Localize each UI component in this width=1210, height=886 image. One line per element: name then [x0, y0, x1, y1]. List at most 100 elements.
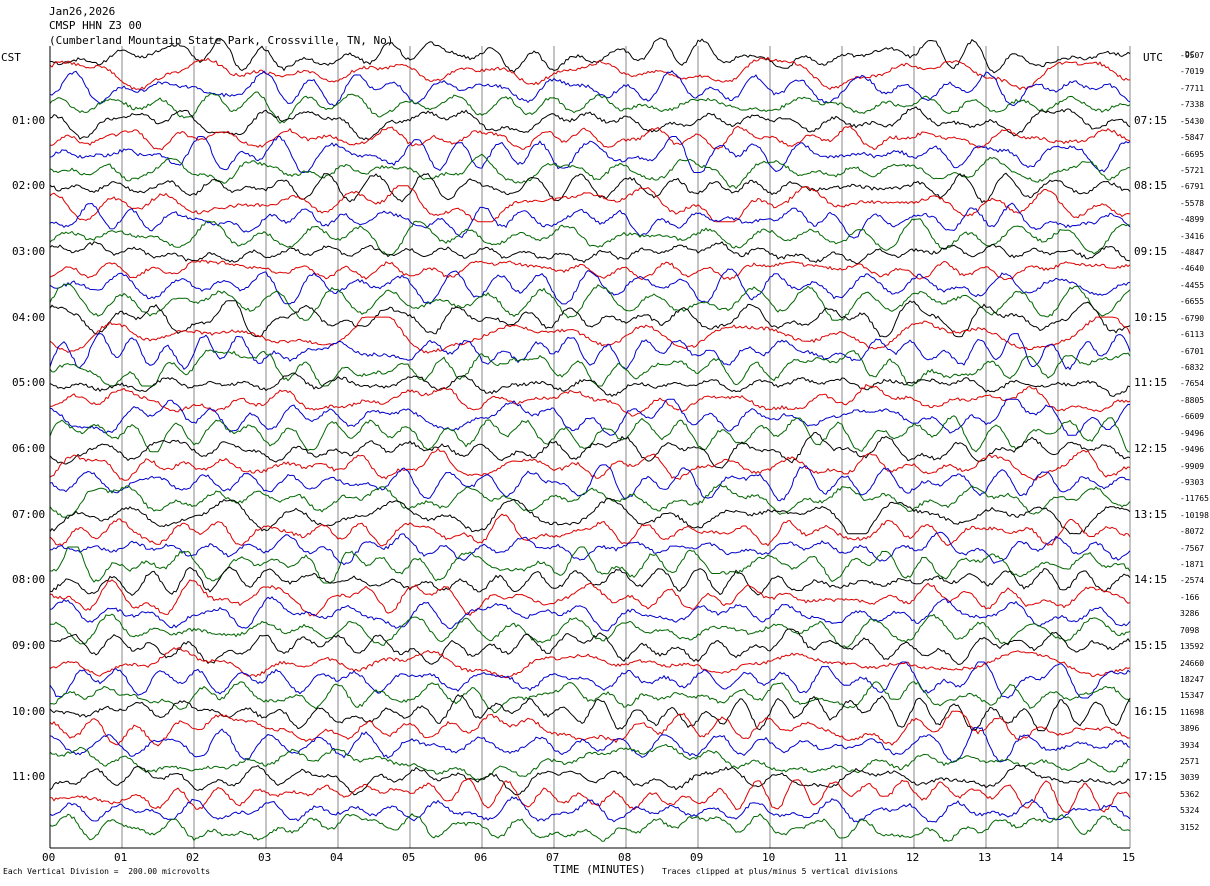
trace-45 — [49, 764, 1131, 796]
dc-offset-label: -6655 — [1180, 297, 1205, 307]
trace-18 — [49, 316, 1131, 354]
trace-47 — [49, 796, 1131, 823]
dc-offset-label: -6701 — [1180, 346, 1205, 356]
right-time-label: 15:15 — [1134, 639, 1168, 653]
right-time-label: 09:15 — [1134, 245, 1168, 259]
left-time-label: 08:00 — [12, 573, 46, 587]
dc-offset-label: 5324 — [1180, 806, 1200, 816]
right-time-label: 07:15 — [1134, 113, 1168, 127]
dc-offset-label: -4847 — [1180, 248, 1205, 258]
right-time-label: 14:15 — [1134, 573, 1168, 587]
trace-8 — [49, 153, 1130, 190]
left-time-label: 06:00 — [12, 442, 46, 456]
trace-32 — [49, 546, 1131, 584]
dc-offset-label: 24660 — [1180, 658, 1205, 668]
x-tick-label: 09 — [690, 851, 704, 864]
dc-offset-label: 3286 — [1180, 609, 1200, 619]
trace-21 — [49, 372, 1131, 398]
dc-offset-label: -6832 — [1180, 362, 1205, 372]
x-tick-label: 01 — [114, 851, 128, 864]
dc-offset-label: -9496 — [1180, 428, 1205, 438]
trace-13 — [49, 241, 1131, 265]
right-time-label: 08:15 — [1134, 179, 1168, 193]
trace-36 — [49, 613, 1131, 648]
dc-offset-label: 18247 — [1180, 674, 1205, 684]
trace-37 — [49, 628, 1131, 665]
right-time-label: 16:15 — [1134, 704, 1168, 718]
trace-7 — [49, 136, 1131, 173]
dc-offset-label: -7711 — [1180, 83, 1205, 93]
trace-25 — [49, 431, 1131, 469]
right-timezone-label: UTC — [1143, 51, 1163, 64]
dc-offset-label: 3934 — [1180, 740, 1200, 750]
trace-10 — [49, 185, 1131, 223]
x-tick-label: 10 — [762, 851, 776, 864]
dc-offset-label: -4640 — [1180, 264, 1205, 274]
dc-offset-label: -9507 — [1180, 51, 1205, 60]
left-time-label: 10:00 — [12, 704, 46, 718]
x-tick-label: 14 — [1050, 851, 1064, 864]
dc-offset-label: 7098 — [1180, 625, 1200, 635]
dc-offset-label: 11698 — [1180, 707, 1205, 717]
trace-40 — [49, 681, 1131, 714]
trace-19 — [49, 333, 1131, 371]
dc-offset-label: -7567 — [1180, 543, 1205, 553]
trace-17 — [49, 300, 1131, 338]
dc-offset-label: -1871 — [1180, 560, 1205, 570]
trace-35 — [49, 596, 1131, 632]
plot-frame — [49, 46, 1130, 849]
dc-offset-label: -5430 — [1180, 116, 1205, 126]
trace-39 — [49, 661, 1131, 699]
left-time-label: 05:00 — [12, 376, 46, 390]
trace-30 — [49, 513, 1131, 547]
x-tick-label: 06 — [474, 851, 488, 864]
trace-22 — [49, 383, 1131, 417]
dc-offset-label: -7338 — [1180, 100, 1205, 110]
dc-offset-label: -2574 — [1180, 576, 1205, 586]
trace-43 — [49, 727, 1131, 764]
x-tick-label: 02 — [186, 851, 200, 864]
left-timezone-label: CST — [1, 51, 21, 64]
x-tick-label: 07 — [546, 851, 560, 864]
clip-note: Traces clipped at plus/minus 5 vertical … — [662, 867, 899, 876]
dc-offset-label: -8072 — [1180, 527, 1205, 537]
right-time-label: 11:15 — [1134, 376, 1168, 390]
trace-38 — [49, 647, 1131, 679]
date-label: Jan26,2026 — [49, 5, 116, 18]
dc-offset-label: 13592 — [1180, 642, 1205, 652]
dc-offset-label: 2571 — [1180, 757, 1200, 767]
x-tick-label: 03 — [258, 851, 272, 864]
right-time-label: 10:15 — [1134, 310, 1168, 324]
trace-6 — [49, 125, 1131, 151]
trace-23 — [49, 398, 1131, 436]
dc-offset-label: -6695 — [1180, 149, 1205, 159]
trace-1 — [50, 37, 1131, 74]
x-tick-label: 13 — [978, 851, 992, 864]
x-tick-label: 00 — [42, 851, 56, 864]
trace-3 — [49, 70, 1131, 107]
dc-offset-label: -6113 — [1180, 330, 1205, 340]
x-tick-label: 15 — [1122, 851, 1136, 864]
dc-offset-label: -6791 — [1180, 182, 1205, 192]
left-time-label: 11:00 — [12, 770, 46, 784]
dc-offset-label: 5362 — [1180, 789, 1200, 799]
dc-offset-label: 15347 — [1180, 691, 1205, 701]
trace-28 — [49, 483, 1131, 518]
x-tick-label: 08 — [618, 851, 632, 864]
trace-41 — [49, 694, 1131, 732]
dc-offset-label: -5578 — [1180, 198, 1205, 208]
trace-44 — [49, 743, 1131, 781]
right-time-label: 13:15 — [1134, 507, 1168, 521]
dc-offset-label: 3039 — [1180, 773, 1200, 783]
left-time-label: 03:00 — [12, 245, 46, 259]
right-time-label: 17:15 — [1134, 770, 1168, 784]
trace-46 — [49, 777, 1131, 813]
dc-offset-label: 3152 — [1180, 822, 1200, 832]
trace-2 — [49, 56, 1131, 91]
trace-34 — [49, 579, 1131, 617]
x-axis-label: TIME (MINUTES) — [553, 863, 646, 876]
trace-5 — [49, 106, 1131, 141]
trace-27 — [49, 464, 1131, 502]
trace-48 — [49, 813, 1131, 842]
